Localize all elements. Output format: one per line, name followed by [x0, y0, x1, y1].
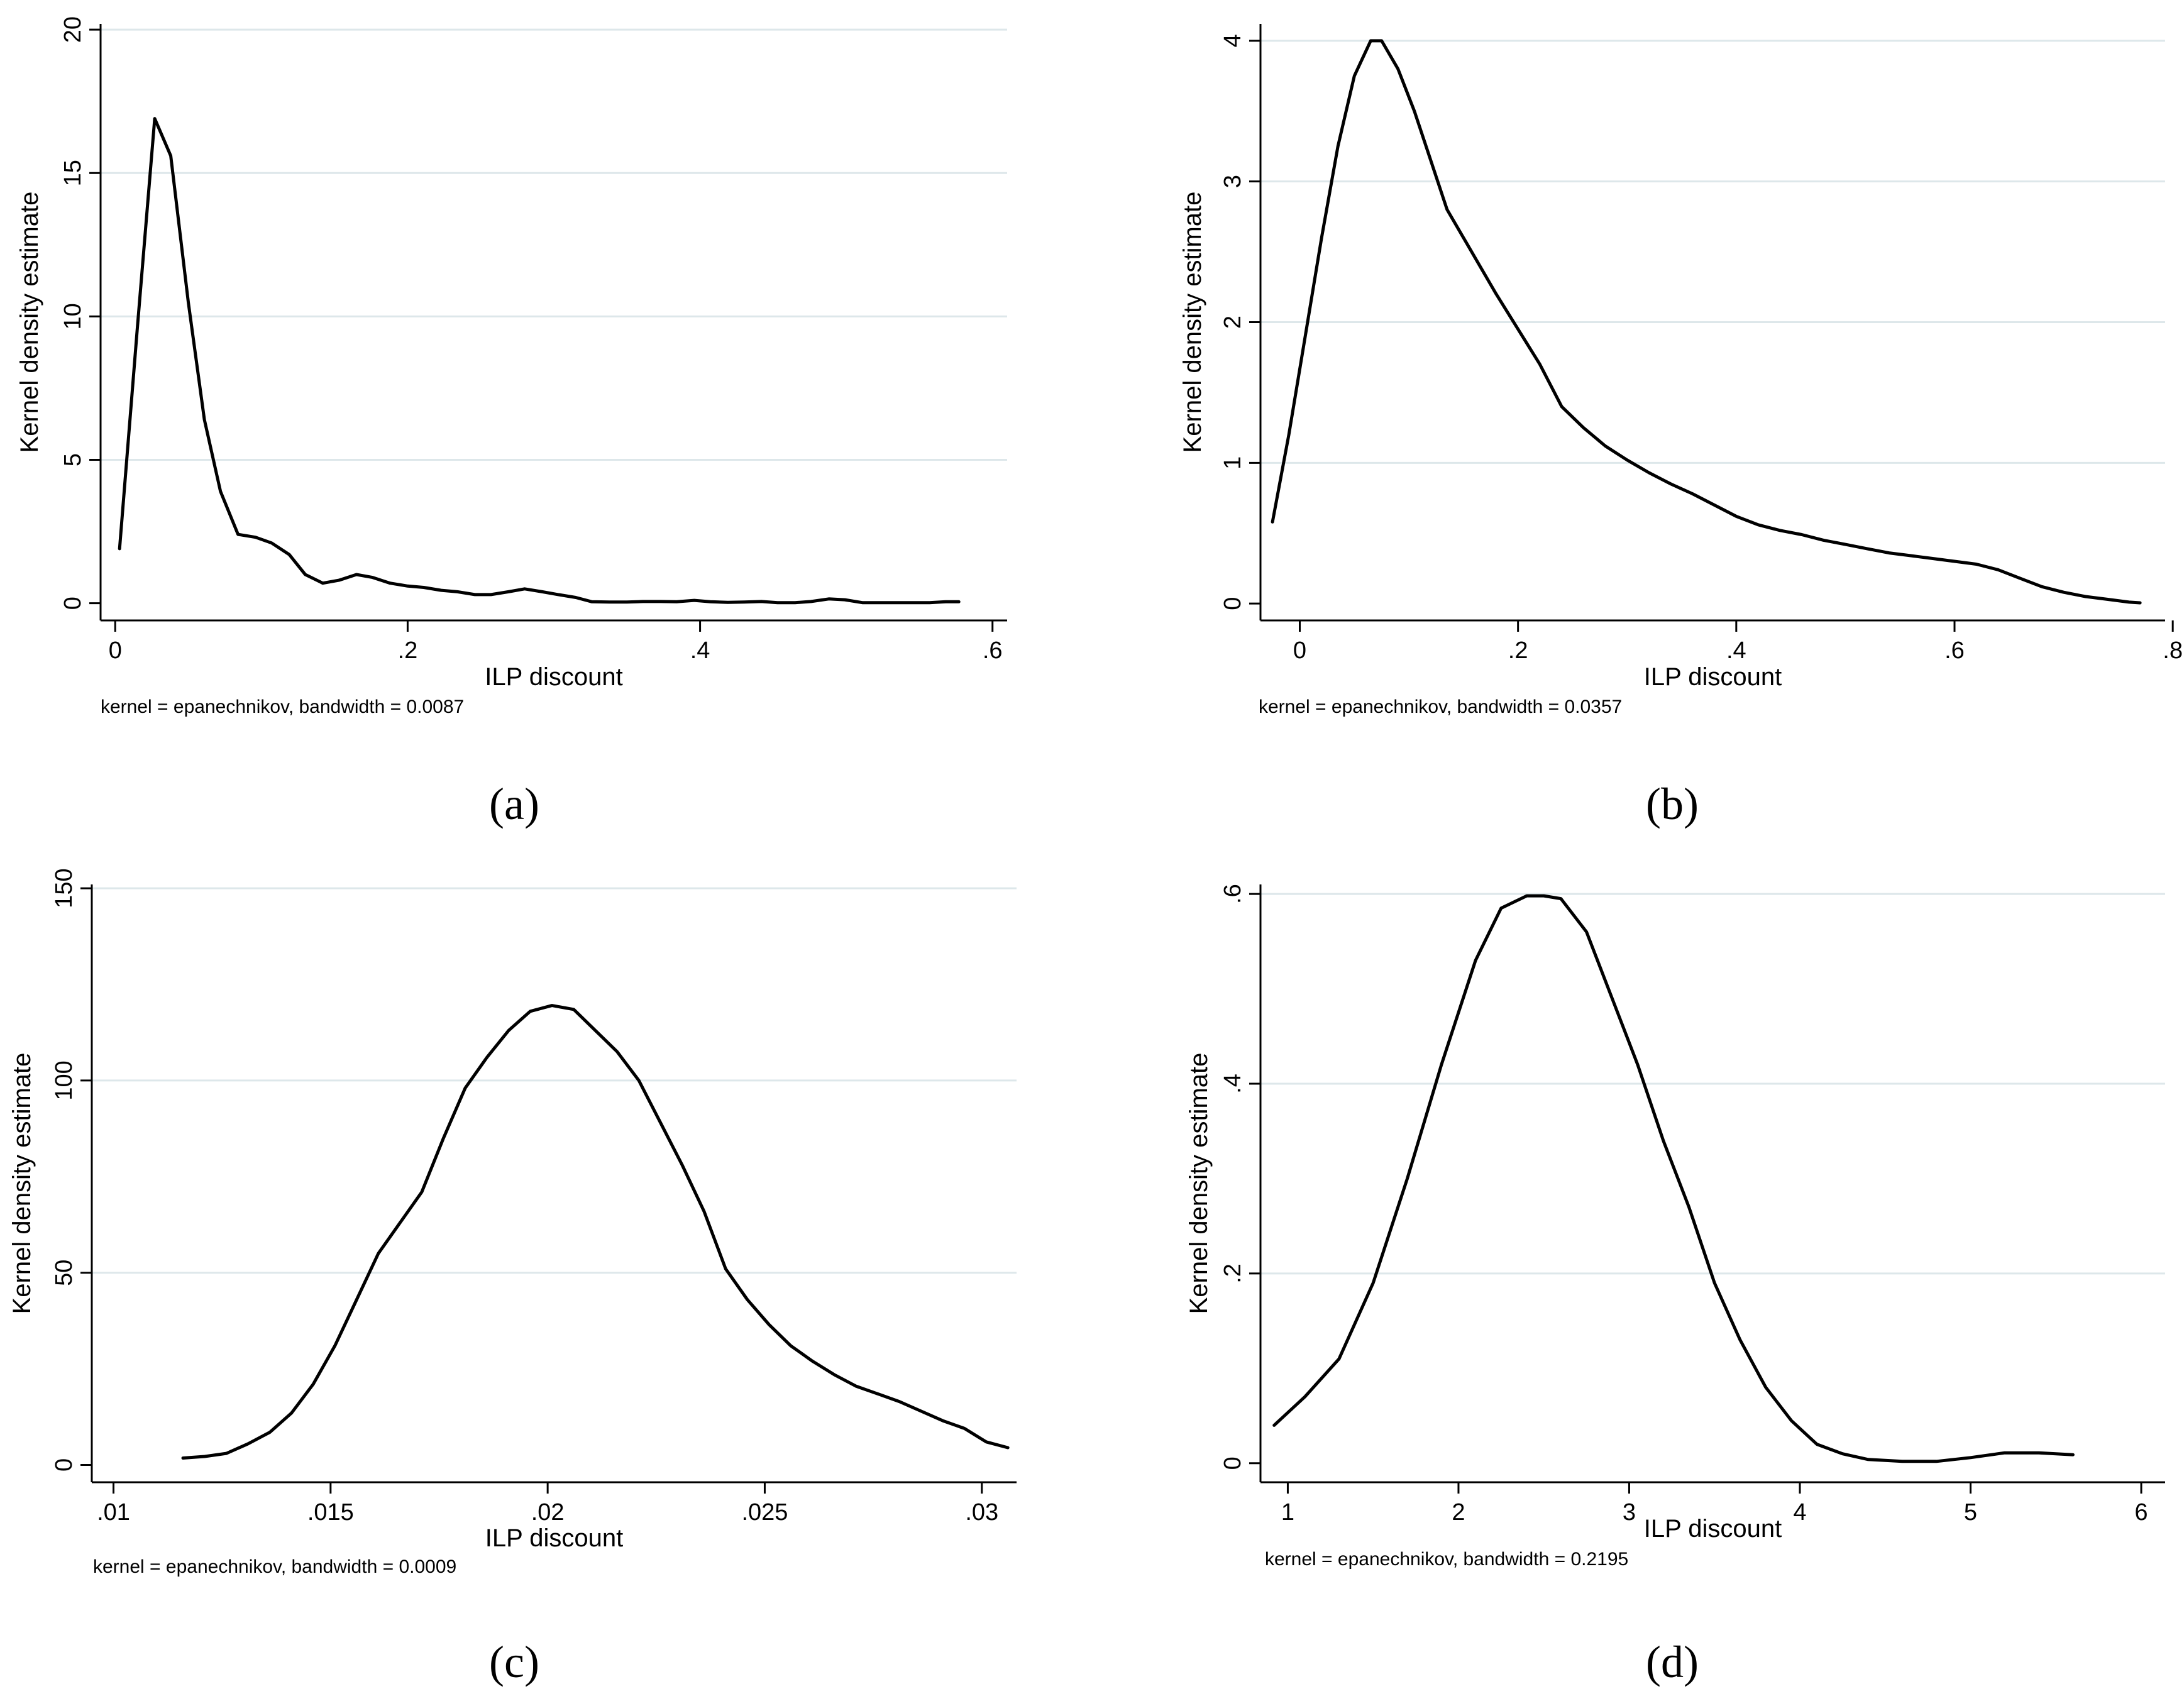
- x-tick-label-d-0: 1: [1281, 1499, 1294, 1526]
- kernel-note-c: kernel = epanechnikov, bandwidth = 0.000…: [93, 1556, 456, 1577]
- density-line-d: [1272, 894, 2075, 1463]
- x-tick-label-d-5: 6: [2134, 1499, 2148, 1526]
- y-tick-label-d-2: .4: [1220, 1074, 1246, 1094]
- kernel-note-b: kernel = epanechnikov, bandwidth = 0.035…: [1259, 696, 1622, 717]
- y-tick-label-a-0: 0: [60, 597, 86, 610]
- y-tick-label-a-2: 10: [60, 303, 86, 329]
- x-tick-label-c-0: .01: [97, 1499, 130, 1526]
- panel-label-a: (a): [489, 779, 539, 829]
- y-tick-label-d-1: .2: [1220, 1263, 1246, 1284]
- density-line-b: [1271, 39, 2142, 605]
- y-axis-title-c: Kernel density estimate: [8, 1053, 36, 1314]
- panel-label-c: (c): [489, 1637, 539, 1687]
- y-tick-label-b-2: 2: [1220, 316, 1246, 329]
- y-axis-title-d: Kernel density estimate: [1185, 1053, 1213, 1314]
- x-tick-label-d-2: 3: [1623, 1499, 1636, 1526]
- panel-b: 0 1 2 3 4 0 .2 .4 .6 .8 ILP discount Kernel density…: [1179, 24, 2183, 717]
- y-tick-label-b-0: 0: [1220, 597, 1246, 610]
- x-tick-label-b-3: .6: [1944, 637, 1965, 664]
- x-tick-label-b-1: .2: [1508, 637, 1528, 664]
- x-tick-label-a-2: .4: [690, 637, 710, 664]
- x-tick-label-d-1: 2: [1452, 1499, 1465, 1526]
- panel-a: 0 5 10 15 20 0 .2 .4 .6 ILP discount Kernel densit…: [16, 16, 1007, 717]
- y-tick-label-c-3: 150: [51, 868, 77, 908]
- x-axis-title-b: ILP discount: [1644, 663, 1782, 691]
- y-tick-label-b-1: 1: [1220, 456, 1246, 470]
- panel-d: 0 .2 .4 .6 1 2 3 4 5 6 ILP discount Kernel density …: [1185, 884, 2165, 1570]
- x-tick-label-a-1: .2: [398, 637, 418, 664]
- y-tick-label-b-3: 3: [1220, 175, 1246, 188]
- x-tick-label-c-2: .02: [531, 1499, 565, 1526]
- x-tick-label-c-1: .015: [307, 1499, 354, 1526]
- kernel-note-a: kernel = epanechnikov, bandwidth = 0.008…: [101, 696, 464, 717]
- density-line-c: [181, 1004, 1010, 1460]
- x-tick-label-c-4: .03: [965, 1499, 998, 1526]
- x-axis-title-d: ILP discount: [1644, 1515, 1782, 1543]
- x-tick-label-a-3: .6: [983, 637, 1003, 664]
- x-tick-label-b-0: 0: [1293, 637, 1306, 664]
- y-tick-label-b-4: 4: [1220, 34, 1246, 47]
- x-axis-title-a: ILP discount: [485, 663, 622, 691]
- y-tick-label-c-2: 100: [51, 1060, 77, 1100]
- x-tick-label-a-0: 0: [109, 637, 122, 664]
- x-tick-label-b-4: .8: [2163, 637, 2183, 664]
- panel-label-b: (b): [1646, 779, 1699, 829]
- y-tick-label-a-1: 5: [60, 453, 86, 466]
- y-tick-label-c-1: 50: [51, 1260, 77, 1286]
- x-tick-label-d-3: 4: [1793, 1499, 1806, 1526]
- x-tick-label-b-2: .4: [1726, 637, 1746, 664]
- y-axis-title-b: Kernel density estimate: [1179, 192, 1206, 453]
- y-tick-label-c-0: 0: [51, 1458, 77, 1472]
- panel-c: 0 50 100 150 .01 .015 .02 .025 .03 ILP discount Ke…: [8, 868, 1017, 1577]
- kernel-note-d: kernel = epanechnikov, bandwidth = 0.219…: [1265, 1549, 1628, 1570]
- density-line-a: [118, 117, 961, 605]
- x-tick-label-d-4: 5: [1964, 1499, 1977, 1526]
- y-tick-label-a-3: 15: [60, 160, 86, 186]
- y-tick-label-a-4: 20: [60, 16, 86, 43]
- x-tick-label-c-3: .025: [741, 1499, 788, 1526]
- panel-label-d: (d): [1646, 1637, 1699, 1687]
- y-tick-label-d-3: .6: [1220, 884, 1246, 904]
- y-tick-label-d-0: 0: [1220, 1456, 1246, 1470]
- y-axis-title-a: Kernel density estimate: [16, 192, 43, 453]
- x-axis-title-c: ILP discount: [485, 1524, 623, 1552]
